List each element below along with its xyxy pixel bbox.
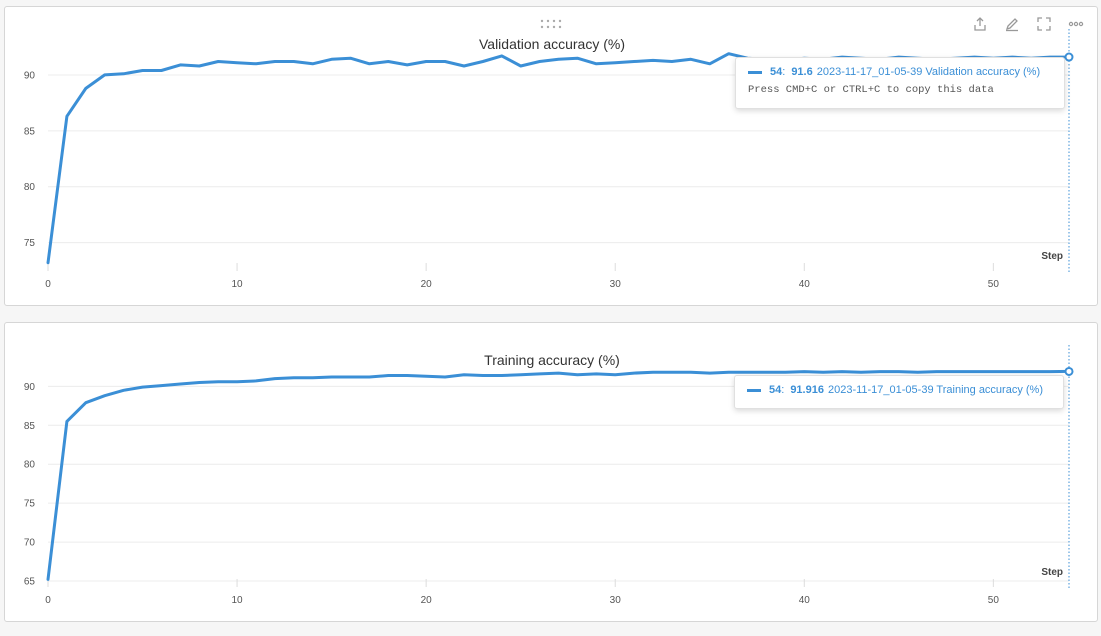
x-tick-label: 30 <box>610 279 622 290</box>
tooltip-step: 54 <box>770 66 783 78</box>
x-tick-label: 40 <box>799 279 811 290</box>
chart-title: Validation accuracy (%) <box>479 36 625 52</box>
hover-point <box>1064 52 1074 62</box>
x-tick-label: 30 <box>610 595 622 606</box>
x-tick-label: 20 <box>421 279 433 290</box>
y-tick-label: 85 <box>24 421 36 432</box>
y-tick-label: 70 <box>24 538 36 549</box>
x-tick-label: 40 <box>799 595 811 606</box>
drag-handle-icon[interactable] <box>539 17 563 29</box>
more-icon[interactable] <box>1067 15 1085 33</box>
x-tick-label: 10 <box>232 279 244 290</box>
x-tick-label: 50 <box>988 279 1000 290</box>
chart-title: Training accuracy (%) <box>484 352 620 368</box>
share-icon[interactable] <box>971 15 989 33</box>
training-tooltip: 54: 91.916 2023-11-17_01-05-39 Training … <box>734 375 1064 409</box>
y-tick-label: 85 <box>24 126 36 137</box>
edit-icon[interactable] <box>1003 15 1021 33</box>
tooltip-value: 91.916 <box>790 384 824 396</box>
hover-point <box>1064 366 1074 376</box>
series-line <box>46 369 1071 581</box>
x-tick-label: 20 <box>421 595 433 606</box>
x-tick-label: 10 <box>232 595 244 606</box>
series-swatch <box>747 388 761 392</box>
y-tick-label: 75 <box>24 238 36 249</box>
tooltip-run-name: 2023-11-17_01-05-39 Validation accuracy … <box>816 66 1041 78</box>
y-tick-label: 80 <box>24 182 36 193</box>
fullscreen-icon[interactable] <box>1035 15 1053 33</box>
panel-toolbar <box>971 15 1085 33</box>
x-tick-label: 0 <box>45 595 51 606</box>
y-tick-label: 90 <box>24 70 36 81</box>
validation-tooltip: 54: 91.6 2023-11-17_01-05-39 Validation … <box>735 57 1065 109</box>
y-tick-label: 75 <box>24 499 36 510</box>
y-tick-label: 80 <box>24 460 36 471</box>
training-accuracy-chart[interactable]: Training accuracy (%) 65 70 75 80 85 90 0 10 20 30… <box>5 323 1099 623</box>
x-axis-label: Step <box>1041 251 1063 262</box>
x-tick-label: 0 <box>45 279 51 290</box>
tooltip-run-name: 2023-11-17_01-05-39 Training accuracy (%… <box>827 384 1043 396</box>
tooltip-value: 91.6 <box>791 66 813 78</box>
y-tick-label: 90 <box>24 382 36 393</box>
x-tick-label: 50 <box>988 595 1000 606</box>
series-swatch <box>748 70 762 74</box>
training-accuracy-panel: Training accuracy (%) 65 70 75 80 85 90 0 10 20 30… <box>4 322 1098 622</box>
validation-accuracy-panel: Validation accuracy (%) 75 80 85 90 0 10 20 30 40… <box>4 6 1098 306</box>
y-tick-label: 65 <box>24 577 36 588</box>
tooltip-copy-hint: Press CMD+C or CTRL+C to copy this data <box>748 84 994 96</box>
tooltip-step: 54 <box>769 384 782 396</box>
validation-accuracy-chart[interactable]: Validation accuracy (%) 75 80 85 90 0 10 20 30 40… <box>5 7 1099 307</box>
x-axis-label: Step <box>1041 567 1063 578</box>
